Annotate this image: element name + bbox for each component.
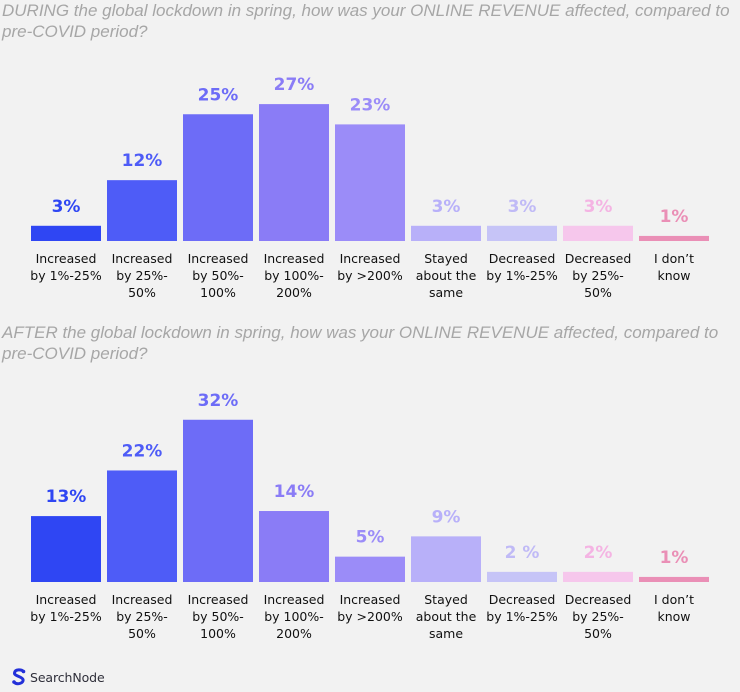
category-label-2: Increased by 25%-50%: [112, 592, 173, 641]
category-label-5: Increased by >200%: [337, 251, 403, 283]
after-lockdown-bar-chart: 13% Increased by 1%-25% 22% Increased by 25%-…: [30, 391, 709, 641]
searchnode-logo: SearchNode: [11, 668, 105, 686]
question-after-title: AFTER the global lockdown in spring, how…: [2, 323, 719, 363]
bar-6: [411, 536, 481, 582]
category-label-1: Increased by 1%-25%: [30, 251, 102, 283]
bar-1: [31, 516, 101, 582]
bar-8: [563, 225, 633, 241]
brand-name: SearchNode: [30, 669, 105, 685]
bar-7: [487, 225, 557, 241]
bar-6: [411, 225, 481, 241]
category-label-3: Increased by 50%-100%: [188, 251, 249, 300]
category-label-5: Increased by >200%: [337, 592, 403, 624]
category-label-8: Decreased by 25%-50%: [565, 592, 632, 641]
category-label-7: Decreased by 1%-25%: [486, 251, 558, 283]
bar-4: [259, 104, 329, 241]
category-label-8: Decreased by 25%-50%: [565, 251, 632, 300]
data-label-7: 2 %: [505, 543, 540, 563]
bar-4: [259, 511, 329, 582]
data-label-3: 32%: [198, 391, 239, 411]
data-label-8: 2%: [584, 543, 613, 563]
bar-2: [107, 470, 177, 582]
category-label-2: Increased by 25%-50%: [112, 251, 173, 300]
data-label-2: 22%: [122, 441, 163, 461]
data-label-1: 13%: [46, 487, 87, 507]
bar-5: [335, 556, 405, 582]
category-label-7: Decreased by 1%-25%: [486, 592, 558, 624]
data-label-6: 9%: [432, 507, 461, 527]
category-label-1: Increased by 1%-25%: [30, 592, 102, 624]
during-lockdown-bar-chart: 3% Increased by 1%-25% 12% Increased by 25%-5…: [30, 75, 709, 300]
data-label-9: 1%: [660, 207, 689, 227]
bar-7: [487, 571, 557, 582]
category-label-4: Increased by 100%-200%: [264, 251, 325, 300]
data-label-3: 25%: [198, 85, 239, 105]
data-label-2: 12%: [122, 151, 163, 171]
category-label-6: Stayed about the same: [416, 592, 477, 641]
category-label-6: Stayed about the same: [416, 251, 477, 300]
bar-5: [335, 124, 405, 241]
data-label-1: 3%: [52, 197, 81, 217]
category-label-3: Increased by 50%-100%: [188, 592, 249, 641]
data-label-9: 1%: [660, 548, 689, 568]
category-label-9: I don’t know: [654, 251, 694, 283]
category-label-4: Increased by 100%-200%: [264, 592, 325, 641]
data-label-5: 5%: [356, 528, 385, 548]
data-label-4: 27%: [274, 75, 315, 95]
question-during-title: DURING the global lockdown in spring, ho…: [2, 1, 730, 41]
bar-9: [639, 576, 709, 582]
data-label-8: 3%: [584, 197, 613, 217]
data-label-7: 3%: [508, 197, 537, 217]
searchnode-logo-icon: [12, 668, 26, 686]
bar-8: [563, 571, 633, 582]
bar-9: [639, 235, 709, 241]
category-label-9: I don’t know: [654, 592, 694, 624]
bar-2: [107, 180, 177, 241]
bar-3: [183, 114, 253, 241]
data-label-5: 23%: [350, 95, 391, 115]
data-label-6: 3%: [432, 197, 461, 217]
bar-3: [183, 419, 253, 582]
data-label-4: 14%: [274, 482, 315, 502]
bar-1: [31, 225, 101, 241]
